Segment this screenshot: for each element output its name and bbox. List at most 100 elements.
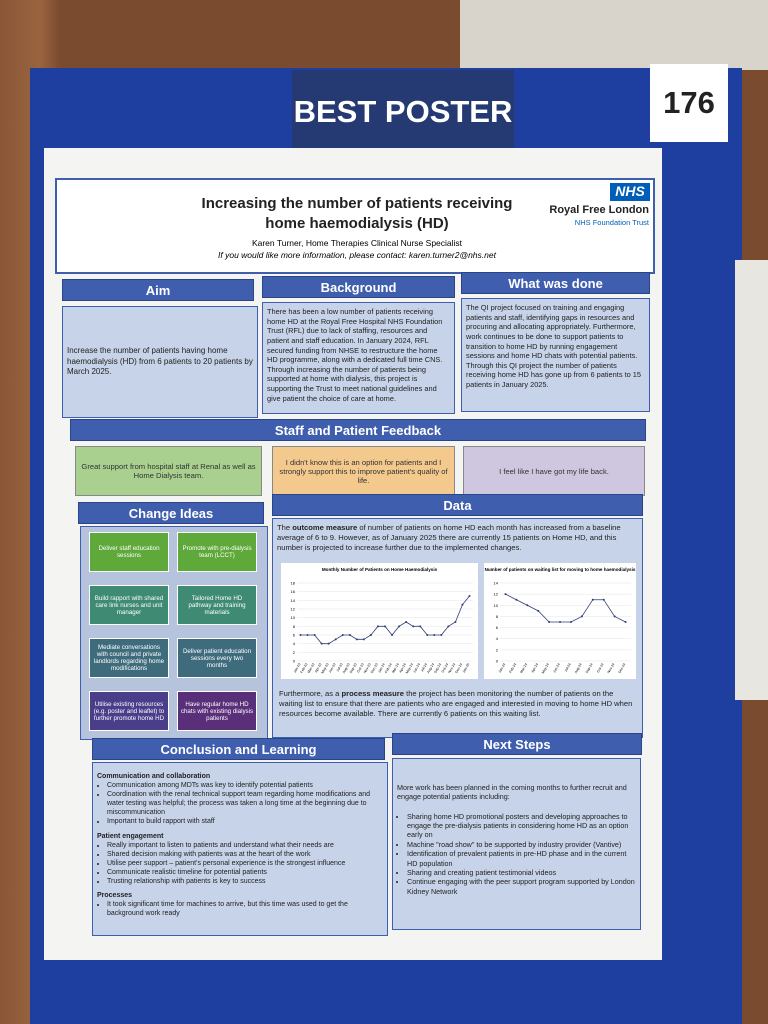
data-line	[505, 593, 626, 623]
data-point	[313, 634, 316, 636]
change-idea: Mediate conversations with council and p…	[89, 638, 169, 678]
list: Really important to listen to patients a…	[97, 841, 383, 886]
x-tick-label: Aug-23	[342, 662, 351, 674]
text: of number of patients on home HD each mo…	[277, 523, 621, 552]
y-tick-label: 0	[293, 659, 296, 664]
data-point	[548, 621, 551, 623]
chart-title: Monthly Number of Patients on Home Haemo…	[322, 567, 438, 572]
x-tick-label: Jul-24	[564, 662, 572, 672]
section-heading: Data	[272, 494, 643, 516]
section-heading: What was done	[461, 272, 650, 294]
list-item: Trusting relationship with patients is k…	[107, 877, 383, 886]
data-point	[412, 625, 415, 628]
x-tick-label: Feb-24	[508, 662, 517, 673]
x-tick-label: Feb-23	[300, 662, 309, 673]
x-tick-label: Mar-23	[307, 662, 316, 673]
data-point	[440, 634, 443, 636]
list-item: Machine "road show" to be supported by i…	[407, 840, 636, 849]
data-point	[355, 638, 358, 641]
change-idea: Utilise existing resources (e.g. poster …	[89, 691, 169, 731]
y-tick-label: 18	[291, 581, 296, 586]
change-ideas: Deliver staff education sessions Promote …	[80, 526, 268, 740]
section-heading: Background	[262, 276, 455, 298]
data-point	[447, 625, 450, 628]
data-point	[461, 603, 464, 606]
x-tick-label: Aug-24	[426, 662, 435, 674]
data-intro: The outcome measure of number of patient…	[277, 523, 638, 553]
data-point	[504, 593, 507, 596]
y-tick-label: 6	[293, 633, 296, 638]
intro: More work has been planned in the coming…	[397, 783, 627, 802]
data-point	[384, 625, 386, 628]
data-point	[405, 621, 408, 623]
change-idea: Build rapport with shared care link nurs…	[89, 585, 169, 625]
x-tick-label: Sep-23	[349, 662, 358, 674]
x-tick-label: Jul-24	[420, 662, 428, 672]
y-tick-label: 14	[291, 598, 296, 603]
data-point	[391, 634, 394, 636]
data-point	[591, 598, 594, 601]
y-tick-label: 4	[496, 636, 499, 641]
list-item: Really important to listen to patients a…	[107, 841, 383, 850]
trust: NHS Foundation Trust	[574, 218, 649, 227]
text: The	[277, 523, 291, 532]
y-tick-label: 6	[496, 625, 499, 630]
x-tick-label: Oct-23	[356, 662, 365, 673]
x-tick-label: Apr-24	[531, 662, 540, 673]
org: Royal Free London	[549, 204, 649, 216]
list-item: Communication among MDTs was key to iden…	[107, 781, 383, 790]
x-tick-label: Jan-23	[293, 662, 302, 673]
data-point	[559, 621, 562, 623]
data-point	[398, 625, 401, 628]
title: Increasing the number of patients receiv…	[201, 195, 513, 232]
y-tick-label: 0	[496, 659, 499, 664]
x-tick-label: Nov-24	[607, 662, 616, 674]
y-tick-label: 2	[293, 650, 296, 655]
y-tick-label: 14	[494, 581, 499, 586]
chart: Monthly Number of Patients on Home Haemo…	[281, 563, 478, 679]
section-heading: Staff and Patient Feedback	[70, 419, 646, 441]
data-point	[526, 604, 529, 607]
data-point	[602, 598, 605, 601]
list: It took significant time for machines to…	[97, 900, 383, 918]
list-item: Identification of prevalent patients in …	[407, 849, 636, 868]
data-point	[468, 595, 471, 597]
data-point	[376, 625, 379, 628]
author: Karen Turner, Home Therapies Clinical Nu…	[251, 238, 463, 248]
x-tick-label: Jun-24	[552, 662, 561, 673]
group-title: Processes	[97, 892, 133, 900]
y-tick-label: 12	[494, 592, 499, 597]
y-tick-label: 8	[293, 624, 296, 629]
list: Sharing home HD promotional posters and …	[397, 812, 636, 896]
data-point	[613, 615, 616, 618]
x-tick-label: May-23	[320, 662, 329, 674]
nhs-logo: NHS	[610, 183, 650, 201]
text: the project has been monitoring the numb…	[279, 689, 633, 718]
data-point	[419, 625, 422, 628]
data-point	[537, 609, 540, 612]
list-item: It took significant time for machines to…	[107, 900, 383, 918]
text: outcome measure	[292, 523, 358, 532]
list-item: Communicate realistic timeline for poten…	[107, 868, 383, 877]
aim-text: Increase the number of patients having h…	[62, 306, 258, 418]
x-tick-label: Aug-24	[574, 662, 583, 674]
list: Communication among MDTs was key to iden…	[97, 781, 383, 826]
change-idea: Have regular home HD chats with existing…	[177, 691, 257, 731]
ceiling	[460, 0, 768, 70]
x-tick-label: Dec-24	[454, 662, 463, 674]
quote: I didn't know this is an option for pati…	[272, 446, 455, 496]
data-point	[569, 621, 572, 623]
y-tick-label: 4	[293, 641, 296, 646]
list-item: Coordination with the renal technical su…	[107, 790, 383, 817]
y-tick-label: 10	[291, 615, 296, 620]
chart-title: Number of patients on waiting list for m…	[485, 567, 636, 572]
x-tick-label: Jun-24	[412, 662, 421, 673]
section-heading: Conclusion and Learning	[92, 738, 385, 760]
chart: Number of patients on waiting list for m…	[484, 563, 636, 679]
x-tick-label: Sep-24	[433, 662, 442, 674]
x-tick-label: Jun-23	[328, 662, 337, 673]
list-item: Continue engaging with the peer support …	[407, 877, 636, 896]
y-tick-label: 12	[291, 607, 296, 612]
section-heading: Change Ideas	[78, 502, 264, 524]
change-idea: Deliver patient education sessions every…	[177, 638, 257, 678]
